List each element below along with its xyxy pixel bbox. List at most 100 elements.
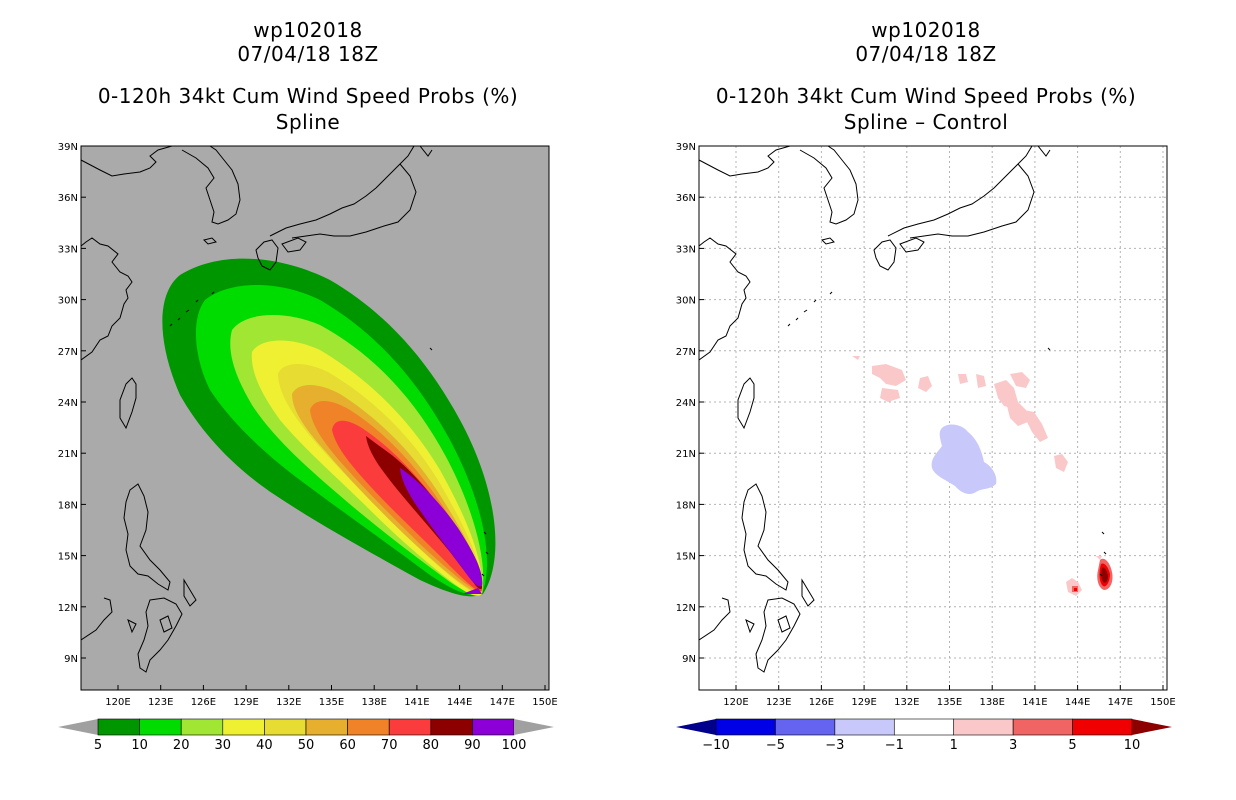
lat-tick-label: 36N <box>58 193 78 204</box>
right-lon-ticks: 120E 123E 126E 129E 132E 135E 138E 141E 144E 147E… <box>723 685 1176 708</box>
colorbar-label: 5 <box>94 738 102 753</box>
lon-tick-label: 138E <box>979 697 1004 708</box>
right-frame <box>698 145 1168 691</box>
lon-tick-label: 126E <box>191 697 216 708</box>
colorbar-label: 3 <box>1009 738 1017 753</box>
colorbar-segment <box>347 718 390 736</box>
lat-tick-label: 24N <box>676 398 696 409</box>
lat-tick-label: 18N <box>58 500 78 511</box>
lon-tick-label: 132E <box>894 697 919 708</box>
lat-tick-label: 24N <box>58 398 78 409</box>
lon-tick-label: 138E <box>361 697 386 708</box>
lon-tick-label: 129E <box>233 697 258 708</box>
right-datetime: 07/04/18 18Z <box>855 42 997 66</box>
colorbar-label: 60 <box>339 738 356 753</box>
left-map: 120E 123E 126E 129E 132E 135E 138E 141E 144E 147E… <box>58 142 558 708</box>
right-map: 120E 123E 126E 129E 132E 135E 138E 141E 144E 147E… <box>676 142 1176 708</box>
lon-tick-label: 141E <box>404 697 429 708</box>
lon-tick-label: 135E <box>319 697 344 708</box>
lon-tick-label: 120E <box>105 697 130 708</box>
lat-tick-label: 27N <box>58 347 78 358</box>
lat-tick-label: 12N <box>58 603 78 614</box>
colorbar-label: 30 <box>215 738 232 753</box>
colorbar-left-arrow <box>676 719 716 735</box>
lat-tick-label: 12N <box>676 603 696 614</box>
lat-tick-label: 21N <box>676 449 696 460</box>
right-colorbar: −10 −5 −3 −1 1 3 5 10 <box>676 718 1172 753</box>
right-title-block: wp102018 07/04/18 18Z 0-120h 34kt Cum Wi… <box>676 18 1176 134</box>
lat-tick-label: 33N <box>676 244 696 255</box>
lon-tick-label: 144E <box>447 697 472 708</box>
lon-tick-label: 120E <box>723 697 748 708</box>
colorbar-label: 70 <box>381 738 398 753</box>
colorbar-right-arrow <box>514 719 554 735</box>
lon-tick-label: 147E <box>490 697 515 708</box>
lon-tick-label: 126E <box>809 697 834 708</box>
contour-100 <box>400 468 483 587</box>
colorbar-label: 1 <box>950 738 958 753</box>
colorbar-right-arrow <box>1132 719 1172 735</box>
lat-tick-label: 15N <box>58 552 78 563</box>
colorbar-segment <box>97 718 140 736</box>
lon-tick-label: 141E <box>1022 697 1047 708</box>
colorbar-segment <box>1012 718 1073 736</box>
colorbar-segment <box>222 718 265 736</box>
left-frame <box>80 145 550 691</box>
lat-tick-label: 27N <box>676 347 696 358</box>
lat-tick-label: 9N <box>682 654 696 665</box>
colorbar-segment <box>305 718 348 736</box>
lat-tick-label: 18N <box>676 500 696 511</box>
colorbar-segment <box>264 718 307 736</box>
lon-tick-label: 150E <box>532 697 557 708</box>
right-difference-contours <box>852 356 1113 596</box>
negative-difference-area <box>931 424 997 494</box>
right-lat-ticks: 39N 36N 33N 30N 27N 24N 21N 18N 15N 12N 9N <box>676 142 704 665</box>
lat-tick-label: 39N <box>58 142 78 153</box>
lat-tick-label: 39N <box>676 142 696 153</box>
colorbar-segment <box>180 718 224 736</box>
positive-difference-area-1 <box>872 364 906 386</box>
colorbar-label: −3 <box>825 738 844 753</box>
right-ocean <box>699 146 1167 690</box>
left-probability-contours <box>162 258 496 597</box>
left-colorbar: 5 10 20 30 40 50 60 70 80 90 100 <box>58 718 554 753</box>
colorbar-segment <box>430 718 473 736</box>
lat-tick-label: 15N <box>676 552 696 563</box>
colorbar-segment <box>388 718 432 736</box>
colorbar-left-arrow <box>58 719 98 735</box>
lat-tick-label: 30N <box>676 296 696 307</box>
lon-tick-label: 150E <box>1150 697 1175 708</box>
colorbar-label: 10 <box>1124 738 1141 753</box>
colorbar-label: 100 <box>502 738 527 753</box>
colorbar-label: −5 <box>766 738 785 753</box>
right-gridlines <box>699 146 1167 690</box>
lat-tick-label: 21N <box>58 449 78 460</box>
lon-tick-label: 129E <box>851 697 876 708</box>
lon-tick-label: 147E <box>1108 697 1133 708</box>
colorbar-segment <box>472 718 515 736</box>
colorbar-segment <box>775 718 836 736</box>
colorbar-label: 40 <box>256 738 273 753</box>
colorbar-label: 90 <box>464 738 481 753</box>
left-lat-ticks: 39N 36N 33N 30N 27N 24N 21N 18N 15N 12N 9N <box>58 142 86 665</box>
lat-tick-label: 9N <box>64 654 78 665</box>
right-storm-id: wp102018 <box>871 18 981 42</box>
colorbar-segment <box>953 718 1014 736</box>
colorbar-segment <box>893 718 955 736</box>
colorbar-label: 10 <box>131 738 148 753</box>
colorbar-label: 5 <box>1068 738 1076 753</box>
lat-tick-label: 36N <box>676 193 696 204</box>
colorbar-segment <box>834 718 895 736</box>
lon-tick-label: 132E <box>276 697 301 708</box>
left-title: 0-120h 34kt Cum Wind Speed Probs (%) <box>97 84 519 108</box>
colorbar-label: 50 <box>298 738 315 753</box>
lon-tick-label: 144E <box>1065 697 1090 708</box>
colorbar-label: −1 <box>885 738 904 753</box>
left-datetime: 07/04/18 18Z <box>237 42 379 66</box>
left-title-block: wp102018 07/04/18 18Z 0-120h 34kt Cum Wi… <box>58 18 558 134</box>
left-storm-id: wp102018 <box>253 18 363 42</box>
contour-70 <box>332 420 483 592</box>
colorbar-label: 80 <box>423 738 440 753</box>
colorbar-segment <box>1072 718 1133 736</box>
